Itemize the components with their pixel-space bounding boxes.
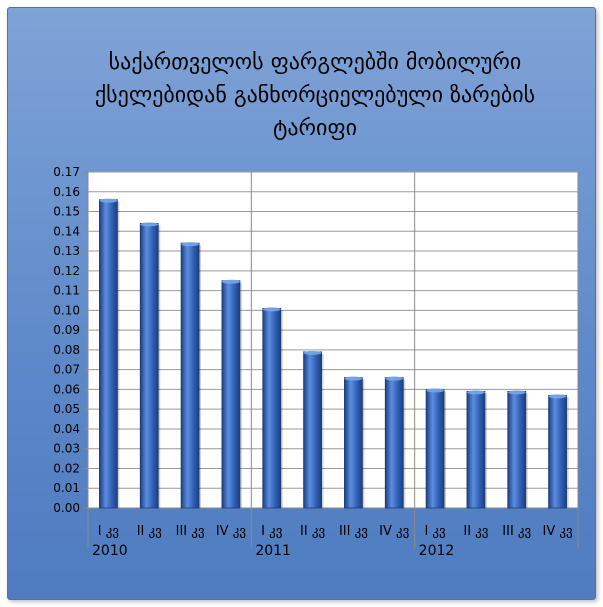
year-label: 2010 xyxy=(92,543,128,559)
bar xyxy=(180,242,200,509)
bar-top xyxy=(262,307,281,312)
bar-top xyxy=(507,390,526,395)
bar xyxy=(384,377,404,509)
y-tick-label: 0.01 xyxy=(53,481,80,495)
x-tick-label: I კვ xyxy=(98,524,119,539)
bar-top xyxy=(385,376,404,381)
year-label: 2011 xyxy=(255,543,291,559)
x-tick-label: III კვ xyxy=(339,524,368,539)
x-tick-label: IV კვ xyxy=(379,524,409,539)
y-tick-label: 0.08 xyxy=(53,343,80,357)
y-tick-label: 0.04 xyxy=(53,422,80,436)
bar-top xyxy=(548,394,567,399)
bar xyxy=(466,390,486,509)
y-tick-label: 0.10 xyxy=(53,303,80,317)
chart-title: საქართველოს ფარგლებში მობილური ქსელებიდა… xyxy=(94,50,536,141)
y-tick-label: 0.02 xyxy=(53,461,80,475)
x-tick-label: II კვ xyxy=(300,524,325,539)
x-tick-label: II კვ xyxy=(463,524,488,539)
x-tick-label: II კვ xyxy=(137,524,162,539)
year-label: 2012 xyxy=(419,543,455,559)
bar-top xyxy=(181,242,200,247)
y-tick-label: 0.17 xyxy=(53,165,80,179)
y-tick-label: 0.11 xyxy=(53,284,80,298)
y-tick-label: 0.13 xyxy=(53,244,80,258)
x-tick-label: IV კვ xyxy=(542,524,572,539)
bar-top xyxy=(344,376,363,381)
y-tick-label: 0.09 xyxy=(53,323,80,337)
bar-top xyxy=(221,279,240,284)
y-tick-label: 0.00 xyxy=(53,501,80,515)
bar-top xyxy=(466,390,485,395)
bar xyxy=(262,307,282,509)
y-tick-label: 0.07 xyxy=(53,363,80,377)
bar-top xyxy=(140,222,159,227)
x-tick-label: III კვ xyxy=(502,524,531,539)
x-tick-label: III კვ xyxy=(176,524,205,539)
x-tick-label: I კვ xyxy=(424,524,445,539)
bar xyxy=(548,394,567,509)
x-tick-label: IV კვ xyxy=(216,524,246,539)
bar-top xyxy=(426,388,445,393)
y-tick-label: 0.14 xyxy=(53,224,80,238)
y-tick-label: 0.05 xyxy=(53,402,80,416)
bar xyxy=(425,389,445,509)
plot-area xyxy=(87,171,579,509)
x-tick-label: I კვ xyxy=(261,524,282,539)
bar xyxy=(507,390,527,509)
y-tick-label: 0.16 xyxy=(53,185,80,199)
bar xyxy=(99,199,118,509)
bar-top xyxy=(99,198,118,203)
bar xyxy=(344,377,363,509)
bar xyxy=(221,280,241,509)
y-tick-label: 0.03 xyxy=(53,442,80,456)
y-tick-label: 0.15 xyxy=(53,205,80,219)
bar-top xyxy=(303,350,322,355)
y-tick-label: 0.06 xyxy=(53,382,80,396)
bar xyxy=(303,351,322,509)
y-tick-label: 0.12 xyxy=(53,264,80,278)
bar xyxy=(139,222,159,509)
